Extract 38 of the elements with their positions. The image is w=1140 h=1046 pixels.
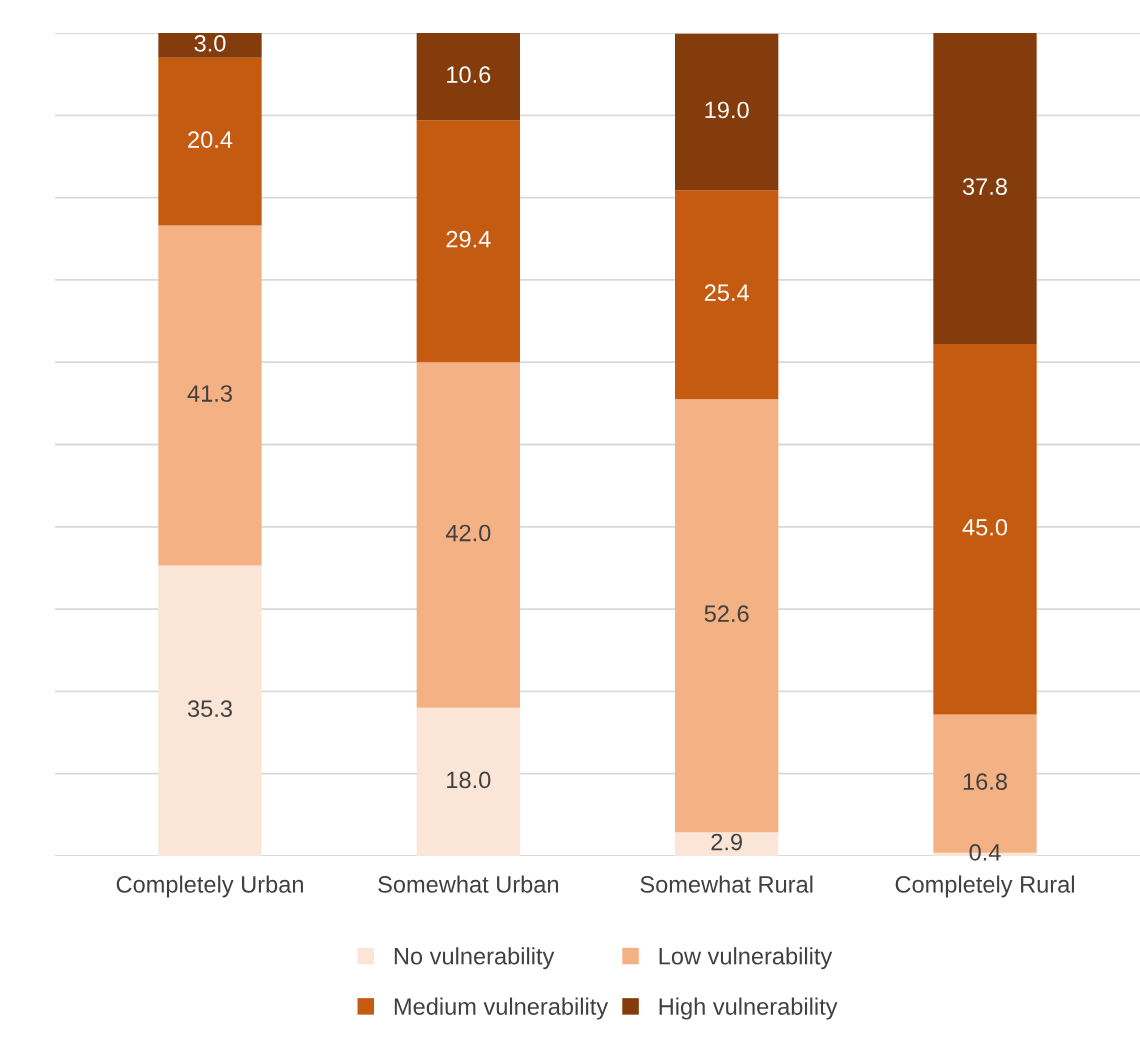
data-label: 29.4	[446, 230, 491, 248]
legend-label: High vulnerability	[659, 997, 838, 1020]
x-tick-label: Somewhat Rural	[640, 875, 813, 893]
x-tick-label: Completely Urban	[116, 875, 303, 898]
data-label: 3.0	[194, 34, 226, 52]
data-label: 45.0	[962, 518, 1008, 536]
bar	[158, 33, 262, 58]
bar	[416, 120, 520, 363]
bar	[158, 225, 262, 566]
data-label: 20.4	[188, 131, 233, 148]
data-label: 52.6	[704, 605, 749, 623]
data-label: 42.0	[445, 524, 491, 542]
bar	[675, 832, 779, 856]
bar	[416, 33, 520, 121]
bar	[675, 33, 779, 191]
data-label: 18.0	[447, 771, 491, 789]
legend-label: Low vulnerability	[659, 947, 833, 970]
data-label: 41.3	[187, 385, 232, 402]
data-label: 35.3	[187, 700, 232, 718]
bar	[933, 33, 1037, 345]
bar	[416, 362, 520, 708]
bar	[933, 344, 1037, 715]
legend-label: No vulnerability	[394, 947, 555, 970]
legend-label: Medium vulnerability	[394, 997, 609, 1020]
data-label: 0.4	[969, 843, 1001, 861]
data-label: 2.9	[711, 833, 742, 851]
bar	[158, 57, 262, 226]
bar	[675, 399, 779, 833]
x-tick-label: Somewhat Urban	[378, 875, 559, 893]
data-label: 25.4	[704, 284, 749, 302]
data-label: 10.6	[447, 66, 491, 83]
data-label: 37.8	[962, 178, 1007, 195]
data-label: 19.0	[705, 101, 749, 119]
bar	[675, 190, 779, 400]
bar	[416, 707, 520, 856]
x-tick-label: Completely Rural	[895, 875, 1074, 898]
bar	[158, 565, 262, 856]
data-label: 16.8	[963, 773, 1007, 790]
